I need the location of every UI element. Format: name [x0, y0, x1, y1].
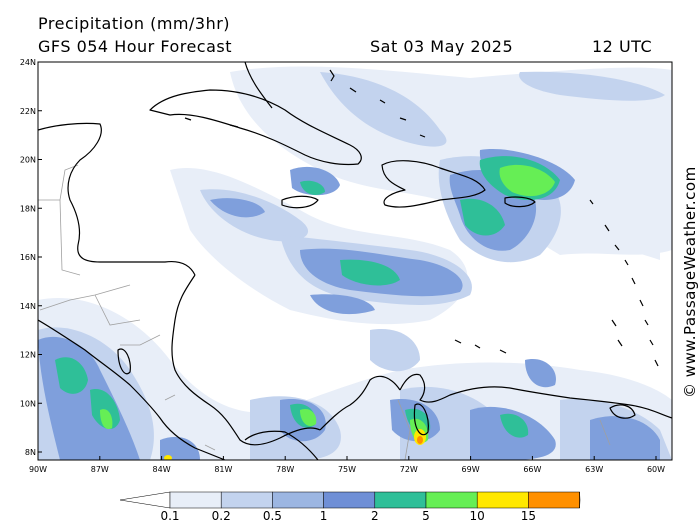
country-borders — [38, 164, 611, 460]
lon-label: 72W — [400, 465, 418, 474]
colorbar-label: 0.2 — [211, 509, 231, 523]
precipitation-colorbar — [119, 491, 581, 509]
colorbar-label: 1 — [319, 509, 328, 523]
lat-label: 20N — [20, 156, 36, 165]
colorbar-label: 5 — [422, 509, 430, 523]
copyright-credit: © www.PassageWeather.com — [681, 166, 699, 398]
lat-label: 8N — [25, 448, 36, 457]
lat-label: 10N — [20, 399, 36, 408]
model-run-label: GFS 054 Hour Forecast — [38, 37, 233, 56]
colorbar-swatch — [425, 491, 478, 509]
longitude-axis: 90W 87W 84W 81W 78W 75W 72W 69W 66W 63W 60W — [29, 456, 665, 474]
lat-label: 12N — [20, 351, 36, 360]
precip-heavy-spot — [164, 429, 426, 460]
lon-label: 84W — [153, 465, 171, 474]
latitude-axis: 24N 22N 20N 18N 16N 14N 12N 10N 8N — [20, 58, 42, 457]
coastlines — [38, 62, 672, 460]
colorbar-swatch — [476, 491, 529, 509]
valid-date: Sat 03 May 2025 — [370, 37, 514, 56]
lat-label: 24N — [20, 58, 36, 67]
colorbar-label: 0.1 — [160, 509, 180, 523]
valid-time: 12 UTC — [592, 37, 653, 56]
lon-label: 81W — [214, 465, 232, 474]
map-area — [38, 62, 672, 460]
lon-label: 90W — [29, 465, 47, 474]
lon-label: 66W — [523, 465, 541, 474]
colorbar-swatch — [272, 491, 324, 509]
colorbar-label: 15 — [520, 509, 537, 523]
colorbar-swatch — [323, 491, 376, 509]
lat-label: 16N — [20, 253, 36, 262]
lat-label: 14N — [20, 302, 36, 311]
colorbar-swatch — [169, 491, 222, 509]
colorbar-label: 10 — [469, 509, 485, 523]
lon-label: 60W — [647, 465, 665, 474]
lat-label: 22N — [20, 107, 36, 116]
colorbar-swatch — [374, 491, 427, 509]
lon-label: 78W — [276, 465, 294, 474]
colorbar-label: 2 — [370, 509, 379, 523]
colorbar-low-triangle — [119, 491, 171, 509]
lon-label: 87W — [91, 465, 109, 474]
lon-label: 75W — [338, 465, 356, 474]
map-title: Precipitation (mm/3hr) — [38, 14, 231, 33]
map-frame — [37, 61, 673, 461]
colorbar-swatch — [528, 491, 580, 509]
lon-label: 69W — [462, 465, 480, 474]
lon-label: 63W — [585, 465, 603, 474]
lat-label: 18N — [20, 204, 36, 213]
colorbar-label: 0.5 — [262, 509, 282, 523]
colorbar-swatch — [220, 491, 273, 509]
